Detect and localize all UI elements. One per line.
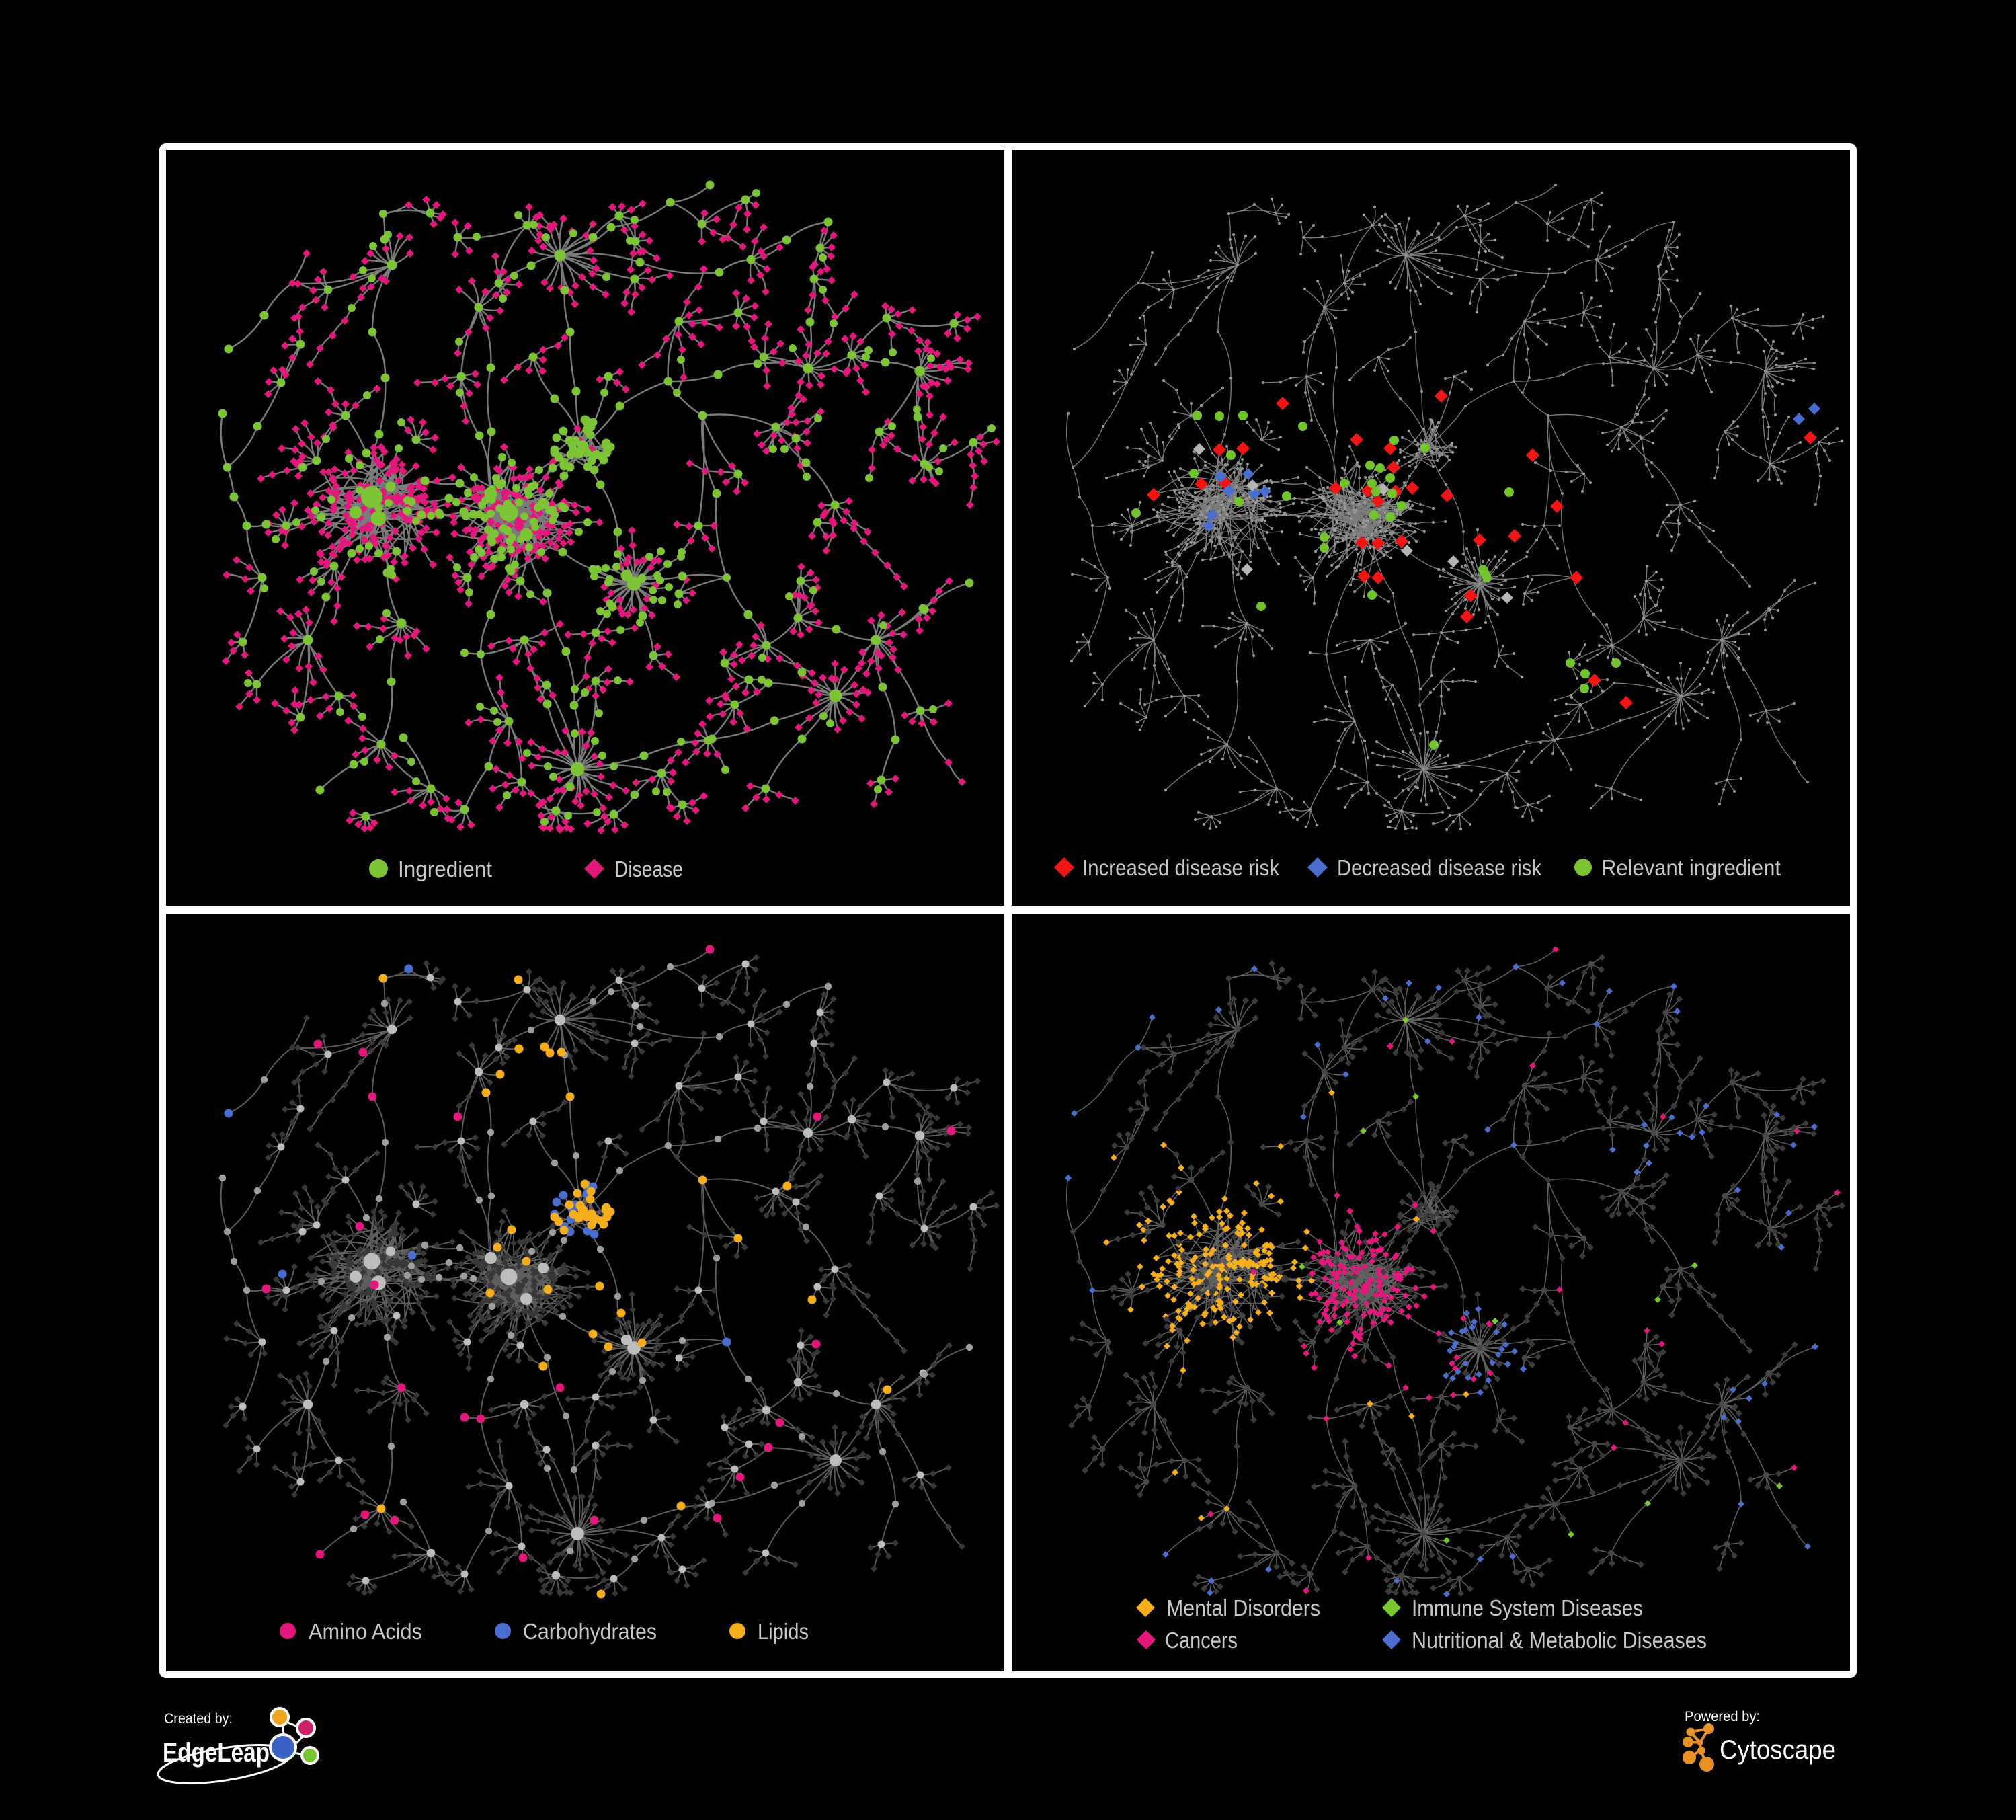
svg-text:Increased disease risk: Increased disease risk bbox=[1082, 855, 1279, 880]
svg-text:Lipids: Lipids bbox=[758, 1619, 809, 1644]
svg-text:Created by:: Created by: bbox=[164, 1711, 233, 1727]
svg-text:Cytoscape: Cytoscape bbox=[1720, 1735, 1836, 1765]
svg-text:Cancers: Cancers bbox=[1165, 1628, 1238, 1653]
svg-text:Carbohydrates: Carbohydrates bbox=[523, 1619, 657, 1644]
svg-text:Mental Disorders: Mental Disorders bbox=[1166, 1595, 1320, 1620]
svg-text:Disease: Disease bbox=[614, 857, 683, 881]
svg-text:Ingredient: Ingredient bbox=[398, 857, 492, 881]
svg-text:Decreased disease risk: Decreased disease risk bbox=[1337, 855, 1541, 880]
svg-text:EdgeLeap: EdgeLeap bbox=[163, 1738, 270, 1768]
svg-text:Immune System Diseases: Immune System Diseases bbox=[1412, 1595, 1643, 1620]
svg-text:Relevant ingredient: Relevant ingredient bbox=[1601, 855, 1781, 880]
svg-text:Powered by:: Powered by: bbox=[1685, 1709, 1760, 1725]
svg-text:Nutritional & Metabolic Diseas: Nutritional & Metabolic Diseases bbox=[1412, 1628, 1707, 1653]
svg-text:Amino Acids: Amino Acids bbox=[309, 1619, 422, 1644]
